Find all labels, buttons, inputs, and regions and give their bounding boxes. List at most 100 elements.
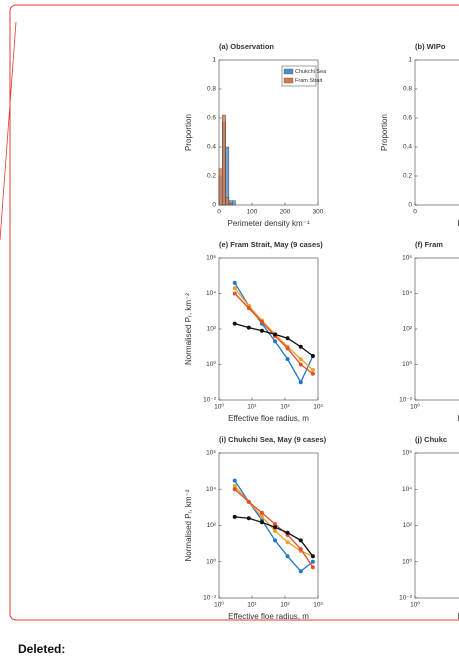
hist-bar bbox=[225, 197, 230, 206]
x-tick-label: 10⁰ bbox=[410, 601, 420, 609]
series-marker bbox=[232, 321, 237, 326]
hist-bar bbox=[228, 203, 233, 206]
series-marker bbox=[232, 484, 237, 489]
series-marker bbox=[285, 554, 290, 559]
series-marker bbox=[298, 569, 303, 574]
panel-title: (j) Chukc bbox=[415, 435, 447, 444]
series-marker bbox=[298, 547, 303, 552]
series-marker bbox=[259, 319, 264, 324]
series-marker bbox=[298, 362, 303, 367]
x-tick-label: 10⁰ bbox=[214, 601, 224, 609]
series-marker bbox=[232, 280, 237, 285]
x-tick-label: 0 bbox=[217, 209, 221, 216]
panel-title: (e) Fram Strait, May (9 cases) bbox=[219, 240, 323, 249]
panel-title: (a) Observation bbox=[219, 42, 274, 51]
x-axis-label: Perimeter density km⁻¹ bbox=[227, 219, 309, 228]
series-marker bbox=[246, 516, 251, 521]
y-tick-label: 10⁴ bbox=[402, 290, 412, 297]
series-marker bbox=[259, 328, 264, 333]
series-marker bbox=[298, 538, 303, 543]
series-marker bbox=[259, 510, 264, 515]
y-tick-label: 0.4 bbox=[403, 144, 412, 151]
x-tick-label: 300 bbox=[313, 209, 324, 216]
x-axis-label: Effective floe radius, m bbox=[228, 612, 309, 621]
y-axis-label: Proportion bbox=[184, 114, 193, 151]
series-marker bbox=[310, 367, 315, 372]
y-tick-label: 10⁶ bbox=[402, 255, 412, 262]
panel-title: (b) WIPo bbox=[415, 42, 446, 51]
y-tick-label: 10⁰ bbox=[402, 557, 412, 565]
series-marker bbox=[310, 371, 315, 376]
hist-bar bbox=[225, 146, 230, 206]
y-tick-label: 10⁻² bbox=[203, 595, 217, 602]
legend-swatch bbox=[283, 77, 294, 84]
series-marker bbox=[259, 520, 264, 525]
y-tick-label: 10⁻² bbox=[203, 397, 217, 404]
y-tick-label: 10² bbox=[403, 522, 413, 529]
y-axis-label: Normalised Pᵣ, km⁻² bbox=[184, 293, 193, 365]
axes-box bbox=[218, 452, 319, 599]
series-marker bbox=[285, 540, 290, 545]
series-marker bbox=[310, 565, 315, 570]
x-tick-label: 10² bbox=[280, 602, 290, 609]
x-axis-label: Effe bbox=[457, 612, 459, 621]
x-tick-label: 10¹ bbox=[247, 404, 257, 411]
x-tick-label: 200 bbox=[280, 209, 291, 216]
series-marker bbox=[310, 554, 315, 559]
x-tick-label: 10⁰ bbox=[410, 403, 420, 411]
hist-bar bbox=[222, 114, 226, 206]
x-tick-label: 10⁰ bbox=[214, 403, 224, 411]
hist-bar bbox=[231, 200, 236, 206]
change-connector bbox=[0, 21, 17, 241]
y-tick-label: 10⁻² bbox=[399, 595, 413, 602]
hist-bar bbox=[218, 168, 223, 206]
legend-label: Fram Strait bbox=[295, 78, 323, 84]
y-tick-label: 10⁰ bbox=[206, 360, 216, 368]
x-tick-label: 10³ bbox=[313, 602, 323, 609]
axes-box bbox=[414, 452, 459, 599]
series-marker bbox=[259, 514, 264, 519]
y-tick-label: 0 bbox=[212, 202, 216, 209]
x-tick-label: 100 bbox=[247, 209, 258, 216]
y-tick-label: 10² bbox=[403, 326, 413, 333]
series-marker bbox=[285, 530, 290, 535]
series-marker bbox=[273, 332, 278, 337]
y-tick-label: 0.8 bbox=[403, 86, 412, 93]
series-marker bbox=[232, 291, 237, 296]
y-axis-label: Proportion bbox=[380, 114, 389, 151]
y-tick-label: 1 bbox=[212, 57, 216, 64]
series-marker bbox=[298, 344, 303, 349]
y-tick-label: 10⁶ bbox=[402, 450, 412, 457]
series-marker bbox=[298, 380, 303, 385]
x-tick-label: 10¹ bbox=[247, 602, 257, 609]
series-marker bbox=[273, 528, 278, 533]
series-marker bbox=[298, 357, 303, 362]
y-tick-label: 10⁻² bbox=[399, 397, 413, 404]
series-marker bbox=[273, 525, 278, 530]
series-marker bbox=[232, 286, 237, 291]
x-tick-label: 0 bbox=[413, 209, 417, 216]
deleted-label: Deleted: bbox=[18, 642, 66, 656]
y-tick-label: 0 bbox=[408, 202, 412, 209]
y-tick-label: 10⁰ bbox=[402, 360, 412, 368]
legend-swatch bbox=[283, 68, 294, 75]
axes-box bbox=[414, 59, 459, 206]
panel-title: (i) Chukchi Sea, May (9 cases) bbox=[219, 435, 327, 444]
series-marker bbox=[232, 514, 237, 519]
y-tick-label: 10⁰ bbox=[206, 557, 216, 565]
y-tick-label: 0.2 bbox=[403, 173, 412, 180]
y-tick-label: 10² bbox=[207, 522, 217, 529]
series-marker bbox=[246, 306, 251, 311]
series-marker bbox=[246, 325, 251, 330]
y-axis-label: Normalised Pᵣ, km⁻² bbox=[184, 489, 193, 561]
y-tick-label: 0.6 bbox=[207, 115, 216, 122]
series-marker bbox=[310, 354, 315, 359]
y-tick-label: 0.4 bbox=[207, 144, 216, 151]
series-marker bbox=[273, 339, 278, 344]
series-marker bbox=[273, 522, 278, 527]
y-tick-label: 10⁴ bbox=[206, 486, 216, 493]
legend-label: Chukchi Sea bbox=[295, 69, 327, 75]
y-tick-label: 1 bbox=[408, 57, 412, 64]
x-tick-label: 10³ bbox=[313, 404, 323, 411]
